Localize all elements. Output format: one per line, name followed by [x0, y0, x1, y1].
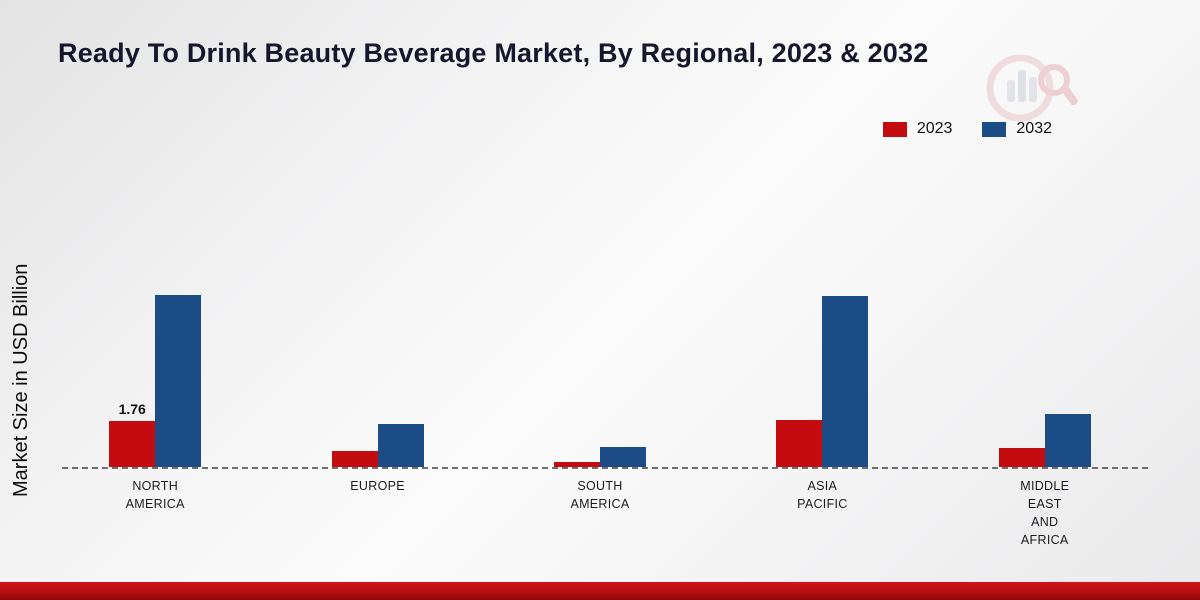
- y-axis-title: Market Size in USD Billion: [10, 263, 32, 497]
- bar-2032-middle-east-and-africa: [1044, 414, 1091, 467]
- bar-group-middle-east-and-africa: MIDDLE EAST AND AFRICA: [998, 154, 1091, 547]
- bar-2023-europe: [331, 451, 378, 467]
- legend-swatch-2032: [982, 121, 1007, 137]
- legend: 2023 2032: [882, 120, 1052, 138]
- bar-2023-asia-pacific: [776, 420, 823, 467]
- x-axis-label-south-america: SOUTH AMERICA: [570, 479, 630, 512]
- bottom-red-band: [0, 582, 1200, 600]
- legend-swatch-2023: [882, 121, 907, 137]
- bar-group-south-america: SOUTH AMERICA: [553, 154, 646, 511]
- plot-area: 1.76 NORTH AMERICA EUROPE SOUTH AMERICA ASIA…: [44, 154, 1156, 547]
- bar-value-label: 1.76: [118, 401, 146, 417]
- bar-2032-europe: [377, 424, 424, 467]
- x-axis-label-middle-east-and-africa: MIDDLE EAST AND AFRICA: [1020, 479, 1070, 548]
- x-axis-label-asia-pacific: ASIA PACIFIC: [797, 479, 848, 512]
- bar-2023-middle-east-and-africa: [998, 448, 1045, 467]
- bar-2023-north-america: 1.76: [109, 401, 156, 467]
- logo-icon: [986, 54, 1078, 122]
- bar-group-north-america: 1.76 NORTH AMERICA: [109, 154, 202, 511]
- bar-2023-south-america: [553, 462, 600, 467]
- legend-item-2023: 2023: [882, 120, 953, 138]
- watermark-logo: [978, 50, 1082, 131]
- bar-2032-south-america: [599, 447, 646, 467]
- legend-label-2023: 2023: [916, 120, 953, 137]
- bar-group-asia-pacific: ASIA PACIFIC: [776, 154, 869, 511]
- x-axis-baseline: [62, 467, 1148, 469]
- x-axis-label-north-america: NORTH AMERICA: [125, 479, 185, 512]
- bar-group-europe: EUROPE: [331, 154, 424, 493]
- bar-2032-asia-pacific: [822, 296, 869, 467]
- legend-label-2032: 2032: [1016, 120, 1052, 137]
- bar-2032-north-america: [155, 295, 202, 467]
- chart-title: Ready To Drink Beauty Beverage Market, B…: [58, 38, 929, 68]
- x-axis-label-europe: EUROPE: [350, 479, 405, 493]
- legend-item-2032: 2032: [982, 120, 1052, 138]
